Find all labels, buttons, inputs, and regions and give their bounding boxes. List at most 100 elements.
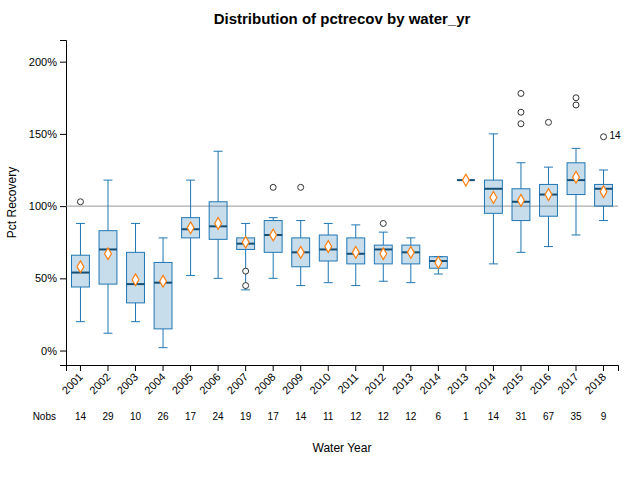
cap-low: [324, 282, 333, 283]
box: [374, 245, 392, 264]
x-tick-mark: [355, 365, 356, 371]
box: [402, 245, 420, 264]
x-tick-mark: [273, 365, 274, 371]
flier: [518, 90, 524, 96]
y-tick-label: 150%: [29, 128, 57, 140]
cap-high: [104, 180, 113, 181]
x-tick: 2010: [307, 365, 333, 396]
whisker-low: [300, 267, 301, 286]
mean: [297, 246, 304, 258]
x-tick-mark: [493, 365, 494, 371]
x-tick-mark: [328, 365, 329, 371]
x-tick-mark: [520, 365, 521, 371]
whisker-high: [410, 238, 411, 245]
cap-low: [186, 275, 195, 276]
whisker-low: [576, 195, 577, 235]
y-tick-mark: [60, 206, 66, 207]
flier: [298, 184, 304, 190]
flier: [601, 134, 607, 140]
whisker-high: [576, 148, 577, 162]
box-group: [319, 223, 337, 282]
nobs-value: 6: [436, 411, 442, 422]
box-group: [209, 151, 227, 278]
box-group: [127, 223, 145, 321]
flier: [573, 95, 579, 101]
x-tick: 2013: [445, 365, 471, 396]
cap-high: [379, 232, 388, 233]
cap-low: [434, 274, 443, 275]
x-tick: 2007: [225, 365, 251, 396]
marks: [66, 90, 618, 347]
y-tick-label: 200%: [29, 56, 57, 68]
y-tick-mark: [60, 134, 66, 135]
x-tick: 2003: [114, 365, 140, 396]
whisker-high: [218, 151, 219, 202]
cap-low: [269, 278, 278, 279]
flier: [270, 184, 276, 190]
nobs-value: 1: [463, 411, 469, 422]
whisker-low: [80, 287, 81, 322]
box: [484, 180, 502, 213]
x-tick-label: 2015: [500, 371, 526, 397]
cap-low: [131, 321, 140, 322]
box: [347, 238, 365, 264]
whisker-low: [355, 264, 356, 286]
cap-low: [544, 246, 553, 247]
whisker-low: [107, 284, 108, 333]
y-tick-mark: [60, 278, 66, 279]
mean: [573, 171, 580, 183]
box-group: [72, 199, 90, 322]
x-tick-label: 2014: [417, 371, 443, 397]
annotation: 14: [610, 130, 622, 141]
box: [595, 184, 613, 206]
x-tick-label: 2010: [307, 371, 333, 397]
cap-high: [186, 180, 195, 181]
box: [292, 238, 310, 267]
x-tick-mark: [383, 365, 384, 371]
nobs-value: 14: [488, 411, 500, 422]
box: [99, 231, 117, 284]
box-group: [374, 220, 392, 281]
mean: [325, 241, 332, 253]
x-tick: 2009: [280, 365, 306, 396]
x-tick-label: 2014: [472, 371, 498, 397]
cap-low: [241, 289, 250, 290]
box: [154, 262, 172, 328]
x-tick-label: 2017: [555, 371, 581, 397]
box-group: [264, 184, 282, 278]
box-group: [237, 223, 255, 289]
box: [72, 255, 90, 287]
y-axis-line: [60, 41, 67, 366]
whisker-low: [135, 303, 136, 322]
y-tick: 100%: [29, 200, 66, 212]
flier: [243, 268, 249, 274]
nobs-value: 10: [130, 411, 142, 422]
box-group: [457, 174, 475, 186]
whisker-low: [603, 206, 604, 220]
x-tick-label: 2011: [335, 371, 360, 396]
cap-low: [351, 285, 360, 286]
reference-line: [66, 206, 618, 207]
y-tick-label: 0%: [41, 345, 57, 357]
mean: [490, 192, 497, 204]
x-tick-label: 2009: [280, 371, 306, 397]
x-tick-label: 2008: [252, 371, 278, 397]
mean: [462, 174, 469, 186]
cap-high: [351, 224, 360, 225]
cap-low: [599, 220, 608, 221]
box-group: [484, 134, 502, 264]
nobs-value: 17: [185, 411, 197, 422]
cap-high: [572, 148, 581, 149]
x-tick: 2014: [417, 365, 443, 396]
flier: [518, 109, 524, 115]
whisker-high: [520, 163, 521, 189]
cap-high: [489, 133, 498, 134]
whisker-high: [603, 170, 604, 184]
x-tick-mark: [438, 365, 439, 371]
x-tick: 2001: [59, 365, 85, 396]
cap-low: [296, 285, 305, 286]
title: Distribution of pctrecov by water_yr: [214, 10, 471, 27]
nobs-value: 12: [405, 411, 417, 422]
x-tick: 2017: [555, 365, 581, 396]
plot: 0%50%100%150%200%20012002200320042005200…: [5, 41, 621, 456]
